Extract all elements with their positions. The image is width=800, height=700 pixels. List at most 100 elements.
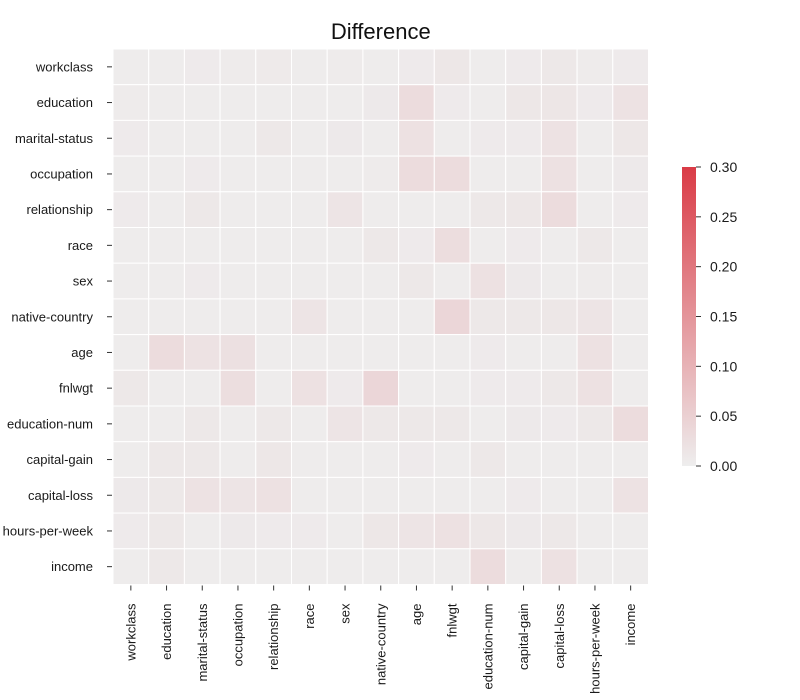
heatmap-cell (148, 155, 185, 193)
heatmap-cell (576, 155, 614, 193)
heatmap-cell (291, 476, 328, 514)
heatmap-cell (326, 476, 364, 514)
heatmap-cell (398, 441, 435, 478)
heatmap-cell (576, 262, 614, 300)
heatmap-cell (505, 155, 542, 193)
y-tick-label: race (68, 238, 93, 253)
heatmap-cell (219, 548, 257, 585)
heatmap-cell (255, 227, 293, 264)
heatmap-cell (505, 227, 542, 264)
heatmap-cell (219, 227, 257, 264)
heatmap-cell (576, 298, 614, 336)
heatmap-cell (505, 119, 542, 157)
heatmap-cell (505, 405, 542, 443)
heatmap-cell (505, 84, 542, 121)
heatmap-cell (469, 191, 507, 229)
heatmap-cell (326, 548, 364, 585)
heatmap-cell (362, 84, 400, 121)
heatmap-cell (362, 405, 400, 443)
heatmap-cell (183, 48, 221, 86)
heatmap-cell (183, 476, 221, 514)
heatmap-cell (183, 369, 221, 407)
colorbar-tick-label: 0.30 (710, 159, 737, 175)
heatmap-cell (291, 155, 328, 193)
heatmap-cell (576, 84, 614, 121)
x-tick-label: relationship (266, 604, 281, 671)
heatmap-cell (362, 298, 400, 336)
heatmap-cell (433, 227, 471, 264)
heatmap-cell (219, 48, 257, 86)
heatmap-cell (255, 512, 293, 550)
heatmap-cell (362, 227, 400, 264)
y-tick-label: income (51, 559, 93, 574)
heatmap-cell (398, 405, 435, 443)
heatmap-cell (255, 155, 293, 193)
heatmap-cell (433, 155, 471, 193)
heatmap-cell (576, 369, 614, 407)
heatmap-cell (148, 441, 185, 478)
heatmap-cell (183, 227, 221, 264)
heatmap-cell (148, 227, 185, 264)
y-tick-labels: workclass education marital-status occupati… (3, 59, 112, 574)
y-tick-label: capital-loss (28, 488, 94, 503)
heatmap-cell (148, 405, 185, 443)
heatmap-cell (291, 119, 328, 157)
heatmap-cell (148, 548, 185, 585)
heatmap-cell (540, 476, 578, 514)
heatmap-cell (112, 155, 150, 193)
heatmap-cell (576, 334, 614, 371)
heatmap-cell (183, 84, 221, 121)
heatmap-cell (398, 227, 435, 264)
heatmap-cell (255, 48, 293, 86)
heatmap-cell (612, 191, 649, 229)
chart-title: Difference (331, 19, 431, 44)
x-tick-label: sex (338, 603, 353, 624)
y-tick-label: hours-per-week (3, 523, 94, 538)
heatmap-cell (112, 476, 150, 514)
heatmap-cell (362, 262, 400, 300)
heatmap-cell (398, 48, 435, 86)
heatmap-cell (326, 119, 364, 157)
heatmap-cell (505, 334, 542, 371)
heatmap-cell (219, 369, 257, 407)
y-tick-label: workclass (35, 59, 94, 74)
heatmap-cell (326, 48, 364, 86)
heatmap-cell (469, 476, 507, 514)
heatmap-cell (362, 548, 400, 585)
heatmap-cell (362, 334, 400, 371)
y-tick-label: education (37, 95, 93, 110)
heatmap-cell (398, 298, 435, 336)
heatmap-cell (398, 476, 435, 514)
heatmap-cell (433, 48, 471, 86)
heatmap-cell (469, 155, 507, 193)
heatmap-cell (540, 119, 578, 157)
heatmap-cell (326, 262, 364, 300)
heatmap-cell (112, 548, 150, 585)
heatmap-cell (326, 405, 364, 443)
colorbar: 0.00 0.05 0.10 0.15 0.20 0.25 0.30 (682, 159, 737, 474)
heatmap-cell (505, 441, 542, 478)
heatmap-cell (255, 548, 293, 585)
heatmap-cell (255, 84, 293, 121)
heatmap-cell (433, 548, 471, 585)
heatmap-cell (540, 441, 578, 478)
heatmap-cell (612, 84, 649, 121)
heatmap-cell (326, 512, 364, 550)
heatmap-cell (433, 298, 471, 336)
heatmap-cell (326, 334, 364, 371)
heatmap-cell (469, 369, 507, 407)
colorbar-gradient (682, 167, 696, 466)
heatmap-cell (112, 227, 150, 264)
heatmap-cell (612, 155, 649, 193)
heatmap-cell (612, 334, 649, 371)
heatmap-cell (219, 334, 257, 371)
heatmap-cell (433, 441, 471, 478)
x-tick-label: capital-gain (516, 604, 531, 671)
heatmap-cell (469, 298, 507, 336)
heatmap-cell (183, 119, 221, 157)
heatmap-cell (433, 119, 471, 157)
x-tick-label: income (623, 604, 638, 646)
heatmap-cell (469, 119, 507, 157)
heatmap-cell (291, 48, 328, 86)
